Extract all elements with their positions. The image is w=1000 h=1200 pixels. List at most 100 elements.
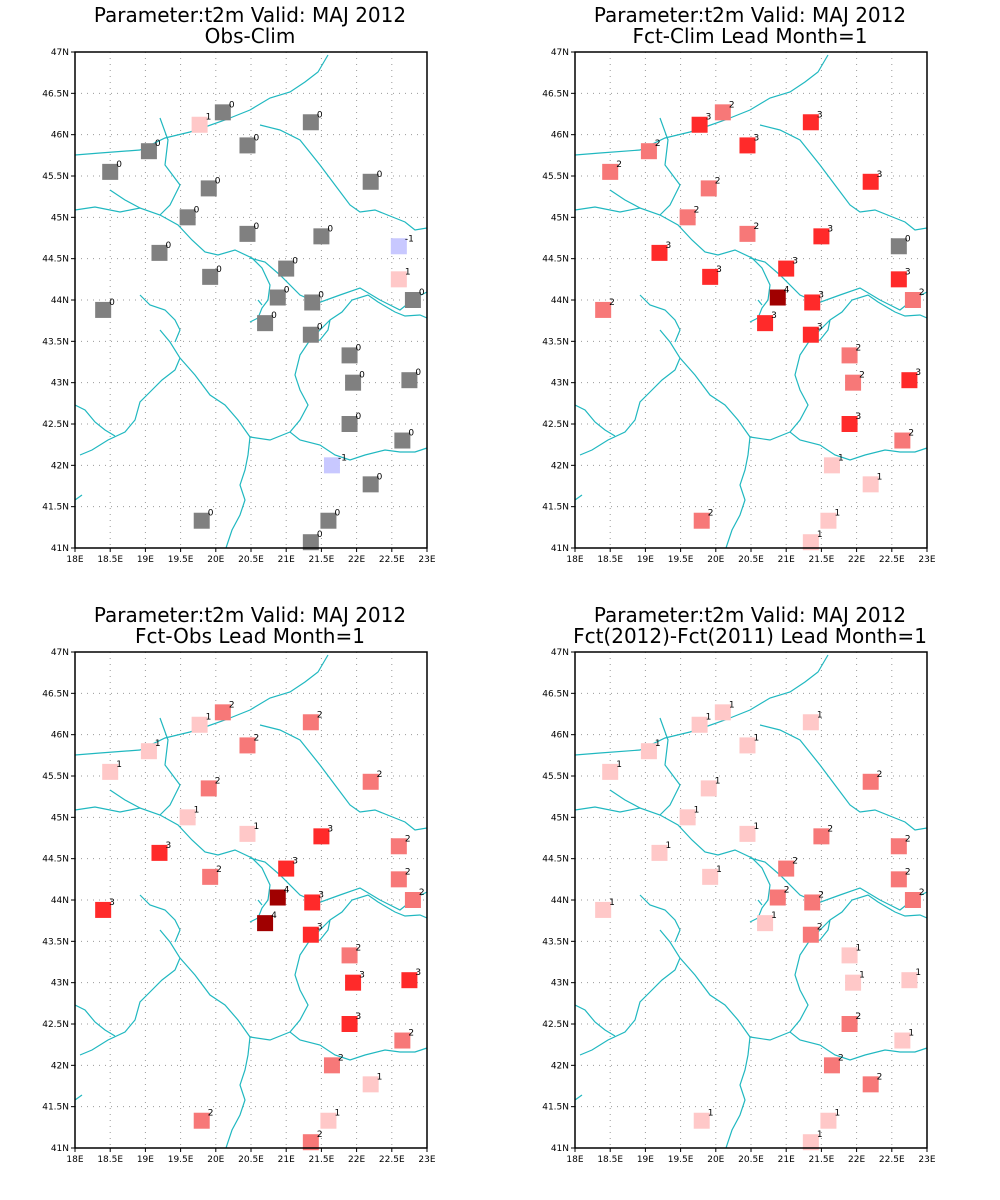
station-marker — [778, 260, 795, 277]
station-marker — [602, 763, 619, 780]
station-marker — [269, 889, 286, 906]
station-marker — [313, 228, 330, 245]
station-value: 1 — [405, 267, 411, 277]
country-border — [659, 717, 681, 816]
station-value: 3 — [318, 890, 324, 900]
country-border — [579, 329, 681, 456]
station-value: 3 — [818, 290, 824, 300]
station-marker — [390, 238, 407, 255]
lon-tick-label: 21.5E — [309, 1155, 335, 1165]
lon-tick-label: 22E — [348, 555, 365, 565]
lat-tick-label: 44N — [551, 896, 569, 906]
station-value: 3 — [415, 968, 421, 978]
country-border — [179, 357, 251, 438]
station-value: 3 — [817, 323, 823, 333]
station-value: 3 — [716, 265, 722, 275]
lat-tick-label: 43.5N — [542, 337, 569, 347]
map-frame — [574, 651, 928, 1149]
station-marker — [257, 915, 274, 932]
station-value: 3 — [817, 110, 823, 120]
country-border — [574, 404, 616, 437]
station-value: 2 — [838, 1053, 844, 1063]
station-marker — [802, 326, 819, 343]
station-marker — [823, 1057, 840, 1074]
country-border — [225, 1036, 251, 1149]
station-marker — [179, 809, 196, 826]
station-value: 2 — [405, 834, 411, 844]
station-value: 0 — [253, 222, 259, 232]
station-marker — [341, 416, 358, 432]
lat-tick-label: 41N — [551, 1144, 569, 1154]
station-value: 0 — [359, 371, 365, 381]
station-value: 3 — [905, 267, 911, 277]
station-marker — [394, 432, 411, 449]
station-value: 2 — [655, 139, 661, 149]
lat-tick-label: 46N — [51, 131, 69, 141]
lat-tick-label: 43N — [551, 379, 569, 389]
lat-tick-label: 44N — [551, 296, 569, 306]
country-border — [574, 206, 771, 323]
station-value: 1 — [908, 1029, 914, 1039]
map-panel-fct-obs: Parameter:t2m Valid: MAJ 2012 Fct-Obs Le… — [0, 600, 500, 1200]
station-value: 0 — [408, 429, 414, 439]
station-value: 0 — [215, 176, 221, 186]
station-value: 1 — [771, 911, 777, 921]
station-marker — [345, 974, 362, 991]
station-value: 3 — [356, 1012, 362, 1022]
lat-tick-label: 46N — [551, 731, 569, 741]
country-border — [757, 899, 763, 906]
station-value: 2 — [792, 857, 798, 867]
station-marker — [202, 868, 219, 885]
station-marker — [390, 271, 407, 288]
station-marker — [739, 737, 756, 754]
station-marker — [890, 238, 907, 255]
country-border — [159, 717, 181, 816]
lat-tick-label: 46.5N — [542, 89, 569, 99]
station-value: 2 — [715, 176, 721, 186]
station-value: 1 — [856, 943, 862, 953]
station-value: 2 — [708, 509, 714, 519]
lat-tick-label: 41.5N — [42, 503, 69, 513]
station-marker — [302, 714, 319, 731]
station-marker — [269, 289, 286, 306]
station-marker — [845, 974, 862, 991]
station-marker — [679, 209, 696, 226]
lat-tick-label: 43N — [551, 979, 569, 989]
lon-tick-label: 19.5E — [668, 555, 694, 565]
station-marker — [802, 714, 819, 731]
station-value: 0 — [284, 286, 290, 296]
lon-tick-label: 19E — [637, 555, 654, 565]
station-value: 3 — [877, 170, 883, 180]
station-marker — [341, 947, 358, 964]
panel-subtitle: Fct-Clim Lead Month=1 — [632, 24, 868, 48]
country-border — [749, 431, 928, 461]
station-marker — [602, 163, 619, 180]
station-value: 2 — [818, 890, 824, 900]
lat-tick-label: 45N — [51, 213, 69, 223]
station-marker — [702, 268, 719, 285]
station-value: 1 — [877, 472, 883, 482]
station-value: 1 — [859, 971, 865, 981]
lon-tick-label: 18.5E — [97, 555, 123, 565]
station-marker — [778, 860, 795, 877]
station-value: -1 — [338, 453, 347, 463]
country-border — [249, 431, 428, 461]
lon-tick-label: 18E — [66, 555, 83, 565]
station-value: 0 — [208, 509, 214, 519]
station-value: 0 — [253, 133, 259, 143]
station-value: 2 — [817, 923, 823, 933]
station-marker — [341, 1016, 358, 1032]
station-value: 0 — [292, 257, 298, 267]
lat-tick-label: 41N — [551, 544, 569, 554]
station-value: 2 — [616, 160, 622, 170]
lat-tick-label: 44N — [51, 296, 69, 306]
station-value: 0 — [229, 100, 235, 110]
station-value: 0 — [317, 323, 323, 333]
country-border — [609, 789, 641, 809]
station-value: 2 — [729, 100, 735, 110]
station-value: 1 — [194, 805, 200, 815]
station-value: 0 — [109, 298, 115, 308]
lat-tick-label: 42.5N — [542, 420, 569, 430]
station-marker — [304, 894, 321, 911]
lon-tick-label: 21E — [278, 1155, 295, 1165]
